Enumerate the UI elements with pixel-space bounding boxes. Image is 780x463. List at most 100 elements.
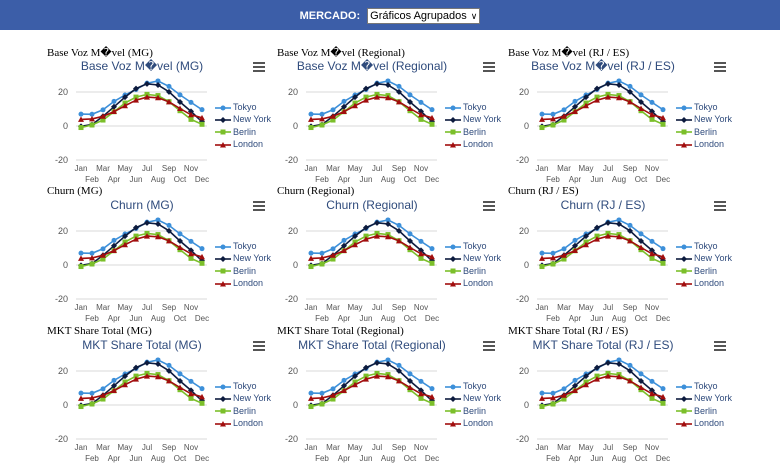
data-point[interactable] — [100, 113, 106, 119]
data-point[interactable] — [133, 236, 139, 242]
legend-item[interactable]: London — [445, 417, 501, 429]
legend-marker[interactable] — [681, 268, 687, 274]
data-point[interactable] — [649, 111, 655, 118]
data-point[interactable] — [616, 373, 622, 380]
hamburger-menu-icon[interactable] — [714, 201, 726, 211]
data-point[interactable] — [363, 85, 369, 92]
data-point[interactable] — [341, 103, 347, 110]
legend-item[interactable]: Berlin — [215, 126, 271, 138]
series-line[interactable] — [541, 235, 664, 260]
data-point[interactable] — [605, 80, 611, 87]
data-point[interactable] — [308, 125, 314, 131]
legend-marker[interactable] — [681, 384, 687, 390]
data-point[interactable] — [429, 393, 435, 400]
data-point[interactable] — [166, 83, 172, 89]
data-point[interactable] — [396, 362, 402, 368]
hamburger-menu-icon[interactable] — [483, 201, 495, 211]
legend-item[interactable]: Berlin — [445, 126, 501, 138]
data-point[interactable] — [616, 78, 622, 84]
legend-item[interactable]: Tokyo — [445, 380, 501, 392]
data-point[interactable] — [78, 264, 84, 270]
data-point[interactable] — [638, 92, 644, 98]
series-london[interactable] — [308, 233, 435, 261]
data-point[interactable] — [363, 233, 369, 239]
data-point[interactable] — [100, 392, 106, 398]
data-point[interactable] — [407, 99, 413, 106]
data-point[interactable] — [166, 227, 172, 234]
data-point[interactable] — [100, 246, 106, 252]
series-london[interactable] — [78, 373, 205, 401]
data-point[interactable] — [385, 233, 391, 240]
data-point[interactable] — [100, 252, 106, 258]
data-point[interactable] — [649, 378, 655, 384]
data-point[interactable] — [550, 390, 556, 396]
data-point[interactable] — [583, 373, 589, 380]
legend-marker[interactable] — [220, 280, 226, 287]
data-point[interactable] — [133, 85, 139, 92]
data-point[interactable] — [660, 121, 666, 127]
data-point[interactable] — [78, 125, 84, 131]
data-point[interactable] — [649, 238, 655, 244]
data-point[interactable] — [188, 111, 194, 118]
data-point[interactable] — [111, 103, 117, 110]
data-point[interactable] — [319, 394, 325, 401]
data-point[interactable] — [89, 254, 95, 261]
data-point[interactable] — [385, 82, 391, 89]
data-point[interactable] — [583, 102, 589, 109]
legend-marker[interactable] — [450, 141, 456, 148]
data-point[interactable] — [155, 373, 161, 380]
data-point[interactable] — [111, 377, 117, 383]
series-line[interactable] — [541, 375, 664, 400]
data-point[interactable] — [100, 396, 106, 402]
data-point[interactable] — [660, 107, 666, 113]
data-point[interactable] — [78, 116, 84, 122]
data-point[interactable] — [638, 378, 644, 385]
data-point[interactable] — [352, 102, 358, 109]
data-point[interactable] — [539, 250, 545, 256]
data-point[interactable] — [188, 108, 194, 115]
data-point[interactable] — [649, 395, 655, 401]
data-point[interactable] — [396, 237, 402, 244]
data-point[interactable] — [341, 98, 347, 104]
data-point[interactable] — [616, 221, 622, 228]
data-point[interactable] — [550, 122, 556, 128]
data-point[interactable] — [100, 386, 106, 392]
data-point[interactable] — [199, 260, 205, 266]
data-point[interactable] — [122, 241, 128, 248]
legend-item[interactable]: Berlin — [676, 126, 732, 138]
data-point[interactable] — [78, 395, 84, 401]
legend-item[interactable]: Tokyo — [215, 101, 271, 113]
data-point[interactable] — [133, 376, 139, 382]
data-point[interactable] — [407, 105, 413, 111]
data-point[interactable] — [660, 400, 666, 406]
data-point[interactable] — [330, 386, 336, 392]
data-point[interactable] — [594, 233, 600, 239]
data-point[interactable] — [308, 264, 314, 270]
data-point[interactable] — [374, 94, 380, 100]
data-point[interactable] — [429, 107, 435, 113]
data-point[interactable] — [374, 373, 380, 379]
hamburger-menu-icon[interactable] — [483, 341, 495, 351]
data-point[interactable] — [627, 237, 633, 244]
data-point[interactable] — [308, 250, 314, 256]
data-point[interactable] — [177, 384, 183, 390]
data-point[interactable] — [539, 390, 545, 396]
data-point[interactable] — [407, 92, 413, 98]
data-point[interactable] — [319, 254, 325, 261]
data-point[interactable] — [133, 94, 139, 100]
series-london[interactable] — [78, 94, 205, 122]
legend-item[interactable]: New York — [215, 113, 271, 125]
data-point[interactable] — [627, 222, 633, 228]
legend-item[interactable]: Berlin — [676, 405, 732, 417]
data-point[interactable] — [89, 401, 95, 407]
data-point[interactable] — [133, 373, 139, 379]
data-point[interactable] — [308, 390, 314, 396]
data-point[interactable] — [78, 255, 84, 261]
legend-item[interactable]: New York — [676, 392, 732, 404]
series-line[interactable] — [310, 221, 433, 267]
data-point[interactable] — [649, 108, 655, 115]
data-point[interactable] — [341, 382, 347, 389]
data-point[interactable] — [319, 111, 325, 117]
data-point[interactable] — [363, 97, 369, 103]
data-point[interactable] — [341, 237, 347, 243]
